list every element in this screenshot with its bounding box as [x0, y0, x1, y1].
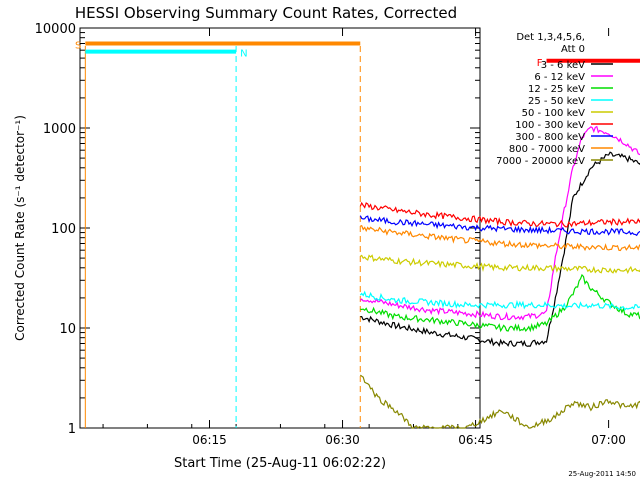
legend-entry-label: 100 - 300 keV [515, 120, 585, 131]
series-line [359, 201, 640, 228]
series-line [359, 215, 640, 237]
legend-entry-label: 800 - 7000 keV [509, 144, 585, 155]
x-axis-label: Start Time (25-Aug-11 06:02:22) [174, 456, 386, 471]
flag-label: S [75, 40, 81, 51]
axis-ticks: 06:1506:3006:4507:0007:1507:301101001000… [35, 22, 626, 447]
x-tick-label: 06:30 [325, 433, 360, 447]
legend-entry-label: 7000 - 20000 keV [496, 156, 585, 167]
x-tick-label: 07:00 [591, 433, 626, 447]
series-lines [359, 125, 640, 430]
y-tick-label: 1 [68, 422, 76, 437]
legend-entry-label: 3 - 6 keV [541, 60, 585, 71]
series-line [360, 224, 640, 252]
series-line [359, 374, 640, 430]
vertical-markers [84, 46, 361, 428]
x-tick-label: 06:45 [458, 433, 493, 447]
series-line [360, 273, 640, 333]
flag-label: F [537, 58, 543, 69]
x-tick-label: 06:15 [192, 433, 227, 447]
legend-entry-label: 300 - 800 keV [515, 132, 585, 143]
legend-entry-label: 12 - 25 keV [528, 84, 585, 95]
chart-title: HESSI Observing Summary Count Rates, Cor… [75, 4, 457, 22]
plot-frame [79, 27, 481, 429]
series-line [360, 151, 640, 348]
y-tick-label: 10 [59, 322, 76, 337]
legend-entry-label: 50 - 100 keV [522, 108, 586, 119]
series-line [359, 290, 640, 311]
y-tick-label: 1000 [43, 122, 76, 137]
observing-flags: S N F [75, 40, 640, 69]
y-axis-label: Corrected Count Rate (s⁻¹ detector⁻¹) [13, 115, 27, 341]
y-tick-label: 10000 [35, 22, 76, 37]
series-line [359, 125, 640, 321]
timestamp: 25-Aug-2011 14:50 [568, 470, 636, 478]
y-tick-label: 100 [51, 222, 76, 237]
legend-header: Det 1,3,4,5,6, [516, 32, 585, 43]
series-line [359, 254, 640, 275]
legend-entry-label: 25 - 50 keV [528, 96, 585, 107]
flag-label: N [240, 49, 247, 60]
legend-header: Att 0 [561, 44, 585, 55]
legend-entry-label: 6 - 12 keV [534, 72, 585, 83]
